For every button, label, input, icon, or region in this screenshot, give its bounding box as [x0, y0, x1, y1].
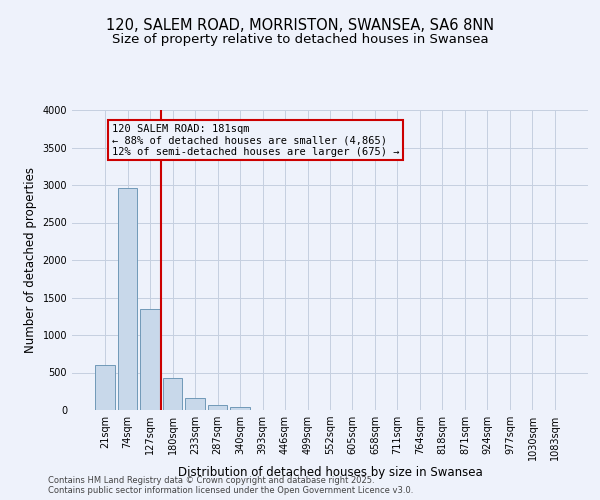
- Bar: [118, 188, 137, 410]
- Text: Contains public sector information licensed under the Open Government Licence v3: Contains public sector information licen…: [48, 486, 413, 495]
- Bar: [95, 365, 115, 410]
- Bar: [140, 308, 160, 410]
- Bar: [208, 405, 227, 410]
- Text: Size of property relative to detached houses in Swansea: Size of property relative to detached ho…: [112, 32, 488, 46]
- X-axis label: Distribution of detached houses by size in Swansea: Distribution of detached houses by size …: [178, 466, 482, 478]
- Y-axis label: Number of detached properties: Number of detached properties: [24, 167, 37, 353]
- Text: Contains HM Land Registry data © Crown copyright and database right 2025.: Contains HM Land Registry data © Crown c…: [48, 476, 374, 485]
- Bar: [163, 378, 182, 410]
- Bar: [185, 398, 205, 410]
- Bar: [230, 407, 250, 410]
- Text: 120, SALEM ROAD, MORRISTON, SWANSEA, SA6 8NN: 120, SALEM ROAD, MORRISTON, SWANSEA, SA6…: [106, 18, 494, 32]
- Text: 120 SALEM ROAD: 181sqm
← 88% of detached houses are smaller (4,865)
12% of semi-: 120 SALEM ROAD: 181sqm ← 88% of detached…: [112, 124, 399, 156]
